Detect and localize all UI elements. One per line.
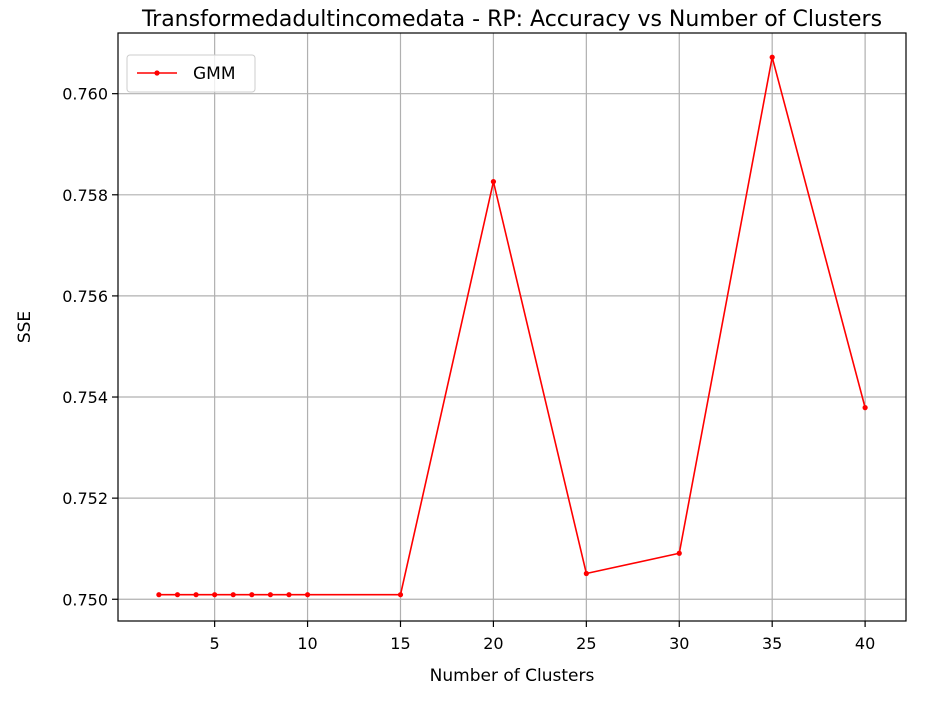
data-point: [174, 592, 181, 598]
x-tick-label: 10: [297, 634, 317, 653]
legend-frame: [126, 54, 256, 93]
data-point: [676, 550, 682, 556]
data-point: [769, 54, 775, 60]
data-point: [862, 405, 868, 411]
chart-title: Transformedadultincomedata - RP: Accurac…: [141, 7, 882, 32]
x-tick-label: 40: [855, 634, 875, 653]
data-point: [193, 592, 199, 598]
legend-label-gmm: GMM: [193, 64, 236, 84]
legend: GMM: [126, 54, 256, 93]
y-tick-label: 0.754: [62, 388, 108, 407]
y-tick-label: 0.752: [62, 489, 108, 508]
x-tick-label: 5: [210, 634, 220, 653]
data-point: [212, 592, 218, 598]
data-point: [249, 592, 255, 598]
x-tick-label: 30: [669, 634, 689, 653]
y-axis-label: SSE: [15, 311, 35, 343]
axis-ticks: 5 10 15 20 25 30 35 40 0.750 0.752 0.754 0.756 0.758…: [62, 85, 875, 653]
y-tick-label: 0.750: [62, 590, 108, 609]
data-point: [490, 179, 497, 185]
y-tick-label: 0.758: [62, 186, 108, 205]
data-point: [230, 592, 236, 598]
x-tick-label: 35: [762, 634, 782, 653]
x-tick-label: 20: [483, 634, 503, 653]
series-line-gmm: [158, 56, 866, 596]
x-tick-label: 15: [390, 634, 410, 653]
data-point: [583, 570, 589, 577]
legend-marker: [154, 70, 160, 76]
data-point: [286, 592, 292, 598]
x-tick-label: 25: [576, 634, 596, 653]
y-tick-label: 0.756: [62, 287, 108, 306]
grid: [118, 33, 906, 621]
data-point: [267, 592, 273, 598]
x-axis-label: Number of Clusters: [430, 666, 595, 686]
data-point: [397, 592, 404, 598]
data-point: [304, 592, 311, 598]
plot-area-frame: [117, 32, 907, 622]
y-tick-label: 0.760: [62, 85, 108, 104]
series-layer: [156, 54, 868, 598]
data-point: [156, 592, 162, 598]
